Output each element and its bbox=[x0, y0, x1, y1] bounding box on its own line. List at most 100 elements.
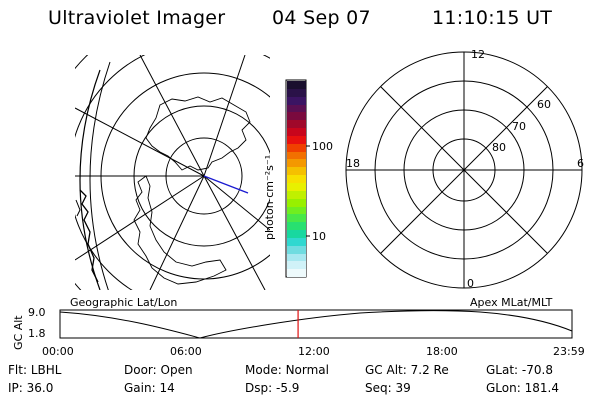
earth-limb-2 bbox=[89, 61, 111, 290]
colorbar-segment bbox=[287, 253, 306, 262]
app-title: Ultraviolet Imager bbox=[48, 7, 226, 29]
info-door: Door: Open bbox=[124, 363, 193, 377]
altitude-xtick-0600: 06:00 bbox=[170, 345, 202, 358]
info-gain-label: Gain: bbox=[124, 381, 156, 395]
mlat-label-70: 70 bbox=[512, 120, 526, 133]
polar-plot bbox=[345, 51, 583, 289]
mlt-label-6: 6 bbox=[577, 157, 584, 170]
colorbar-segment bbox=[287, 135, 306, 144]
info-gain: Gain: 14 bbox=[124, 381, 175, 395]
sun-direction-line bbox=[203, 175, 249, 194]
colorbar-segment bbox=[287, 159, 306, 168]
info-glat-value: -70.8 bbox=[521, 363, 553, 377]
info-flt-value: LBHL bbox=[30, 363, 62, 377]
info-seq-label: Seq: bbox=[365, 381, 392, 395]
coastline-island bbox=[75, 199, 81, 217]
colorbar-tick-label-10: 10 bbox=[312, 230, 326, 243]
altitude-ylabel: GC Alt bbox=[12, 315, 25, 350]
coastline-south-america bbox=[79, 189, 99, 283]
altitude-xtick-1200: 12:00 bbox=[298, 345, 330, 358]
colorbar-segment bbox=[287, 261, 306, 270]
meridian-4 bbox=[75, 175, 205, 261]
info-seq-value: 39 bbox=[395, 381, 411, 395]
mlat-label-60: 60 bbox=[537, 98, 551, 111]
info-door-value: Open bbox=[160, 363, 193, 377]
colorbar-segment bbox=[287, 175, 306, 183]
meridian-5 bbox=[149, 175, 205, 290]
info-flt-label: Flt: bbox=[8, 363, 27, 377]
mlt-label-12: 12 bbox=[471, 48, 485, 61]
colorbar-segment bbox=[287, 198, 306, 207]
info-dsp-value: -5.9 bbox=[275, 381, 300, 395]
time-label: 11:10:15 UT bbox=[432, 7, 553, 29]
info-gain-value: 14 bbox=[159, 381, 175, 395]
colorbar-segment bbox=[287, 190, 306, 199]
geo-map-label: Geographic Lat/Lon bbox=[70, 296, 178, 309]
info-glat: GLat: -70.8 bbox=[486, 363, 553, 377]
info-flt: Flt: LBHL bbox=[8, 363, 61, 377]
info-door-label: Door: bbox=[124, 363, 157, 377]
colorbar-segment bbox=[287, 151, 306, 160]
info-ip-value: 36.0 bbox=[26, 381, 54, 395]
colorbar-segment bbox=[287, 230, 306, 238]
colorbar-unit-label: photon cm⁻²s⁻¹ bbox=[263, 154, 276, 240]
colorbar-segment bbox=[287, 167, 306, 176]
info-mode-label: Mode: bbox=[245, 363, 282, 377]
colorbar-segment bbox=[287, 112, 306, 121]
colorbar-segment bbox=[287, 128, 306, 136]
colorbar-segment bbox=[287, 214, 306, 223]
colorbar-segment bbox=[287, 143, 306, 152]
meridian-8 bbox=[203, 55, 246, 177]
altitude-curve bbox=[59, 310, 573, 339]
meridian-6 bbox=[203, 175, 266, 290]
meridian-7 bbox=[203, 175, 270, 231]
colorbar-segment bbox=[287, 206, 306, 215]
info-dsp: Dsp: -5.9 bbox=[245, 381, 299, 395]
info-glon-label: GLon: bbox=[486, 381, 521, 395]
altitude-xtick-0000: 00:00 bbox=[42, 345, 74, 358]
earth-limb-1 bbox=[79, 69, 101, 290]
info-glon: GLon: 181.4 bbox=[486, 381, 559, 395]
altitude-xtick-1800: 18:00 bbox=[426, 345, 458, 358]
colorbar-segment bbox=[287, 237, 306, 246]
info-mode-value: Normal bbox=[285, 363, 329, 377]
altitude-xtick-2359: 23:59 bbox=[553, 345, 585, 358]
mlt-label-18: 18 bbox=[346, 157, 360, 170]
colorbar-segment bbox=[287, 120, 306, 129]
meridian-2 bbox=[75, 107, 205, 177]
colorbar-segment bbox=[287, 245, 306, 254]
altitude-frame bbox=[59, 309, 573, 339]
mlt-label-0: 0 bbox=[467, 277, 474, 290]
info-gcalt-value: 7.2 Re bbox=[410, 363, 449, 377]
coastline-peninsula bbox=[133, 175, 227, 285]
info-glat-label: GLat: bbox=[486, 363, 519, 377]
altitude-ytick-9: 9.0 bbox=[28, 306, 46, 319]
colorbar-segment bbox=[287, 104, 306, 113]
colorbar-segment bbox=[287, 182, 306, 191]
date-label: 04 Sep 07 bbox=[272, 7, 371, 29]
colorbar-segment bbox=[287, 222, 306, 231]
mlt-line-diag-2 bbox=[380, 86, 548, 254]
info-gcalt-label: GC Alt: bbox=[365, 363, 407, 377]
info-glon-value: 181.4 bbox=[524, 381, 559, 395]
geographic-map bbox=[75, 55, 270, 290]
info-seq: Seq: 39 bbox=[365, 381, 411, 395]
altitude-ytick-1-8: 1.8 bbox=[28, 327, 46, 340]
mlat-label-80: 80 bbox=[492, 141, 506, 154]
info-mode: Mode: Normal bbox=[245, 363, 329, 377]
colorbar-segment bbox=[287, 88, 306, 97]
info-dsp-label: Dsp: bbox=[245, 381, 273, 395]
meridian-1 bbox=[139, 55, 205, 177]
polar-plot-label: Apex MLat/MLT bbox=[470, 296, 553, 309]
colorbar-tick-label-100: 100 bbox=[312, 140, 333, 153]
coastline-main bbox=[145, 96, 251, 171]
colorbar-segment bbox=[287, 81, 306, 89]
colorbar bbox=[287, 81, 306, 278]
colorbar-segment bbox=[287, 96, 306, 105]
info-ip-label: IP: bbox=[8, 381, 23, 395]
altitude-plot bbox=[59, 309, 573, 339]
info-ip: IP: 36.0 bbox=[8, 381, 53, 395]
colorbar-segment bbox=[287, 269, 306, 278]
info-gcalt: GC Alt: 7.2 Re bbox=[365, 363, 449, 377]
